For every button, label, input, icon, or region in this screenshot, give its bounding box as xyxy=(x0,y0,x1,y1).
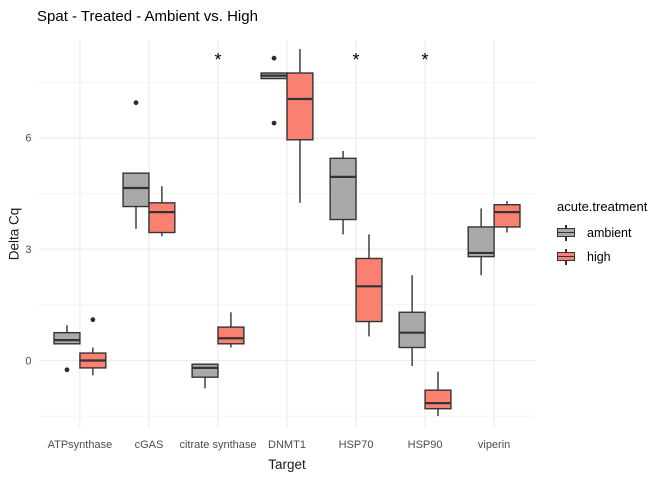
x-tick-label-citrate synthase: citrate synthase xyxy=(179,439,256,451)
box-ambient-HSP90 xyxy=(398,311,426,349)
outlier-ambient-DNMT1 xyxy=(271,120,277,126)
x-axis-title: Target xyxy=(268,457,306,472)
box-high-cGAS xyxy=(148,202,176,234)
box-ambient-citrate synthase xyxy=(191,363,219,378)
box-high-HSP90 xyxy=(424,389,452,410)
x-tick-label-ATPsynthase: ATPsynthase xyxy=(48,439,113,451)
legend-title: acute.treatment xyxy=(557,199,648,214)
outlier-ambient-cGAS xyxy=(133,100,139,106)
y-tick-label: 3 xyxy=(25,244,31,256)
key-box-ambient xyxy=(557,228,575,237)
outlier-high-ATPsynthase xyxy=(90,317,96,323)
legend-label-high: high xyxy=(587,250,611,264)
outlier-ambient-DNMT1 xyxy=(271,55,277,61)
box-ambient-HSP70 xyxy=(329,157,357,221)
chart-title: Spat - Treated - Ambient vs. High xyxy=(37,8,258,25)
box-high-HSP70 xyxy=(355,257,383,323)
x-tick-label-HSP90: HSP90 xyxy=(408,439,443,451)
significance-star-citrate synthase: * xyxy=(214,50,221,70)
outlier-ambient-ATPsynthase xyxy=(64,367,70,373)
significance-star-HSP90: * xyxy=(422,50,429,70)
significance-star-HSP70: * xyxy=(353,50,360,70)
x-tick-label-DNMT1: DNMT1 xyxy=(268,439,306,451)
key-box-high xyxy=(557,252,575,261)
boxplot-key-icon xyxy=(557,224,575,242)
y-tick-label: 6 xyxy=(25,133,31,145)
key-median-line xyxy=(558,231,574,234)
legend: acute.treatment ambient high xyxy=(557,199,647,272)
legend-item-high: high xyxy=(557,248,647,266)
box-ambient-cGAS xyxy=(122,172,150,208)
legend-label-ambient: ambient xyxy=(587,226,632,240)
box-high-citrate synthase xyxy=(217,326,245,345)
box-high-DNMT1 xyxy=(286,72,314,141)
key-median-line xyxy=(558,255,574,258)
boxplot-key-icon xyxy=(557,248,575,266)
box-high-viperin xyxy=(493,203,521,228)
x-tick-label-HSP70: HSP70 xyxy=(339,439,374,451)
box-ambient-viperin xyxy=(467,226,495,258)
box-ambient-ATPsynthase xyxy=(53,331,81,345)
y-tick-label: 0 xyxy=(25,355,31,367)
x-tick-label-cGAS: cGAS xyxy=(135,439,164,451)
legend-item-ambient: ambient xyxy=(557,224,647,242)
x-tick-label-viperin: viperin xyxy=(478,439,510,451)
